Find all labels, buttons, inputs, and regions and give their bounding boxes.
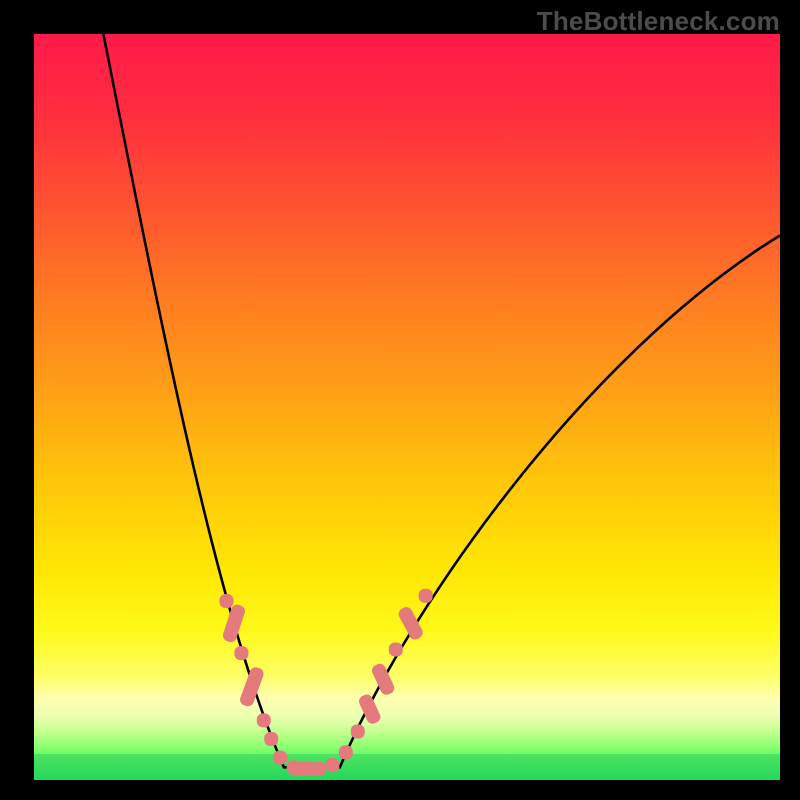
curve-marker: [325, 758, 339, 772]
curve-marker: [238, 666, 265, 708]
watermark-text: TheBottleneck.com: [537, 6, 780, 37]
curve-marker: [419, 589, 433, 603]
curve-marker: [234, 646, 248, 660]
marker-group: [219, 589, 432, 776]
chart-frame: TheBottleneck.com: [0, 0, 800, 800]
curve-svg: [34, 34, 780, 780]
bottleneck-curve: [103, 34, 780, 767]
curve-marker: [264, 732, 278, 746]
curve-marker: [370, 662, 396, 697]
curve-marker: [389, 642, 403, 656]
curve-marker: [221, 603, 246, 643]
curve-marker: [339, 745, 353, 759]
curve-marker: [219, 594, 233, 608]
plot-area: [34, 34, 780, 780]
curve-marker: [397, 605, 425, 642]
curve-marker: [312, 762, 326, 776]
curve-marker: [273, 751, 287, 765]
curve-marker: [351, 725, 365, 739]
curve-marker: [257, 713, 271, 727]
